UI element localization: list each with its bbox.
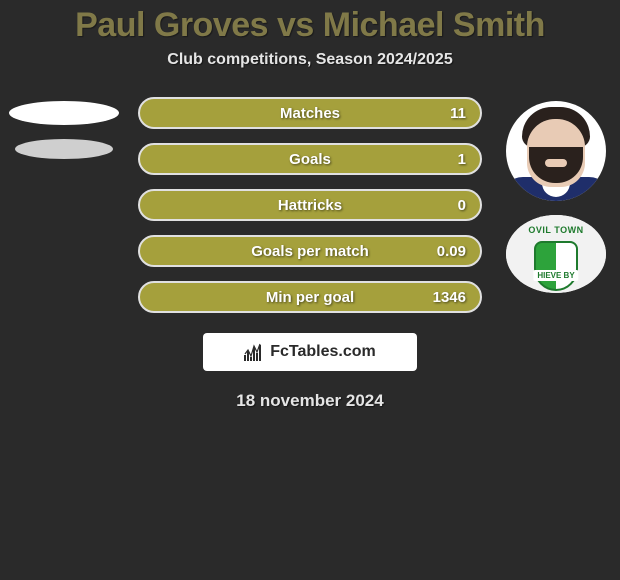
- stat-row-matches: Matches 11: [138, 97, 482, 129]
- comparison-infographic: Paul Groves vs Michael Smith Club compet…: [0, 0, 620, 580]
- stats-column: Matches 11 Goals 1 Hattricks 0 Goals per…: [138, 97, 482, 313]
- right-player-column: OVIL TOWN HIEVE BY: [500, 97, 612, 293]
- bar-chart-icon: [244, 343, 266, 361]
- club-crest: OVIL TOWN HIEVE BY: [506, 215, 606, 293]
- stat-row-hattricks: Hattricks 0: [138, 189, 482, 221]
- stat-label: Hattricks: [278, 197, 342, 214]
- crest-shield-icon: [534, 241, 578, 291]
- stat-label: Goals: [289, 151, 331, 168]
- photo-mouth: [545, 159, 567, 167]
- crest-top-text: OVIL TOWN: [506, 225, 606, 235]
- club-crest-placeholder: [15, 139, 113, 159]
- stat-value-right: 1: [458, 151, 466, 168]
- footer-brand-text: FcTables.com: [270, 343, 376, 361]
- stat-row-min-per-goal: Min per goal 1346: [138, 281, 482, 313]
- crest-bottom-text: HIEVE BY: [533, 270, 578, 281]
- main-row: Matches 11 Goals 1 Hattricks 0 Goals per…: [0, 97, 620, 313]
- stat-label: Goals per match: [251, 243, 369, 260]
- footer-brand-box: FcTables.com: [203, 333, 417, 371]
- stat-value-right: 0.09: [437, 243, 466, 260]
- left-player-column: [8, 97, 120, 159]
- page-title: Paul Groves vs Michael Smith: [0, 0, 620, 51]
- player-photo: [506, 101, 606, 201]
- stat-row-goals-per-match: Goals per match 0.09: [138, 235, 482, 267]
- stat-value-right: 11: [450, 105, 466, 122]
- subtitle: Club competitions, Season 2024/2025: [0, 51, 620, 69]
- footer-date: 18 november 2024: [0, 391, 620, 411]
- player-photo-placeholder: [9, 101, 119, 125]
- stat-value-right: 0: [458, 197, 466, 214]
- stat-value-right: 1346: [433, 289, 466, 306]
- stat-row-goals: Goals 1: [138, 143, 482, 175]
- stat-label: Matches: [280, 105, 340, 122]
- stat-label: Min per goal: [266, 289, 354, 306]
